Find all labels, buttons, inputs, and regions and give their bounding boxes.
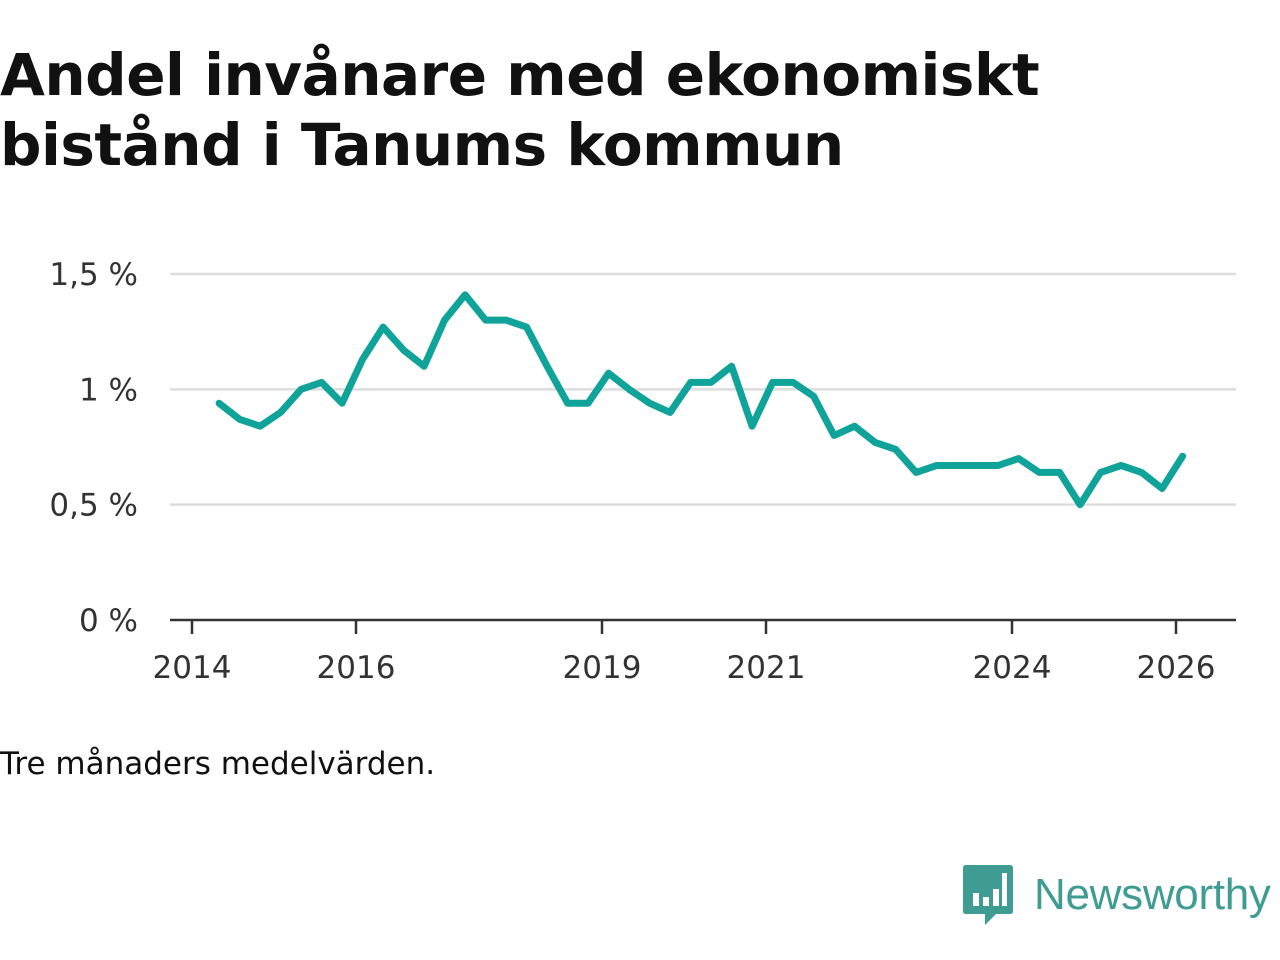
data-point [1059,471,1061,473]
data-point [1141,471,1143,473]
data-point [485,319,487,321]
data-point [1100,471,1102,473]
data-point [1120,465,1122,466]
data-point [628,388,630,390]
data-point [239,418,241,420]
data-point [772,381,774,383]
data-point [567,402,569,404]
data-point [300,388,302,390]
data-point [792,381,794,383]
data-point [977,465,979,466]
data-point [956,465,958,466]
data-point [218,402,220,404]
x-tick-label: 2021 [727,650,806,686]
data-point [997,465,999,466]
data-point [1182,455,1184,457]
data-point [526,326,528,328]
data-point [403,349,405,351]
x-tick-label: 2014 [153,650,232,686]
line-chart: 0 % 0,5 % 1 % 1,5 % 2014 2016 2019 2021 2024 202… [49,257,1236,686]
data-point [833,435,835,436]
data-point [874,441,876,443]
data-point [1161,488,1163,489]
data-point [936,465,938,466]
x-ticks: 2014 2016 2019 2021 2024 2026 [153,620,1216,686]
data-point [813,395,815,397]
x-tick-label: 2024 [973,650,1052,686]
data-point [505,319,507,321]
y-tick-label: 0,5 % [49,488,138,524]
data-point [259,425,261,427]
data-point [280,411,282,413]
data-point [854,425,856,427]
data-point [751,425,753,427]
data-point [649,402,651,404]
data-point [1018,458,1020,459]
data-point [444,319,446,321]
newsworthy-logo-icon [963,865,1013,925]
data-point [382,326,384,328]
data-point [669,411,671,413]
brand-name: Newsworthy [1034,870,1271,919]
data-point [423,365,425,367]
data-point [710,381,712,383]
data-point [362,358,364,360]
data-point [1079,504,1081,506]
chart-title: Andel invånare med ekonomiskt bistånd i … [0,41,1040,179]
data-point [731,365,733,367]
y-tick-label: 0 % [79,603,138,639]
data-point [608,372,610,374]
data-point [895,448,897,450]
x-tick-label: 2016 [317,650,396,686]
x-tick-label: 2026 [1137,650,1216,686]
x-tick-label: 2019 [563,650,642,686]
data-point [464,294,466,296]
series-line-0 [215,291,1187,509]
data-point [915,471,917,473]
data-point [321,381,323,383]
y-tick-label: 1,5 % [49,257,138,293]
brand: Newsworthy [962,862,1271,928]
series-layer [215,291,1187,509]
y-tick-labels: 0 % 0,5 % 1 % 1,5 % [49,257,138,639]
chart-note: Tre månaders medelvärden. [0,746,436,782]
data-point [587,402,589,404]
data-point [690,381,692,383]
data-point [341,402,343,404]
data-point [546,365,548,367]
y-tick-label: 1 % [79,372,138,408]
data-point [1038,471,1040,473]
